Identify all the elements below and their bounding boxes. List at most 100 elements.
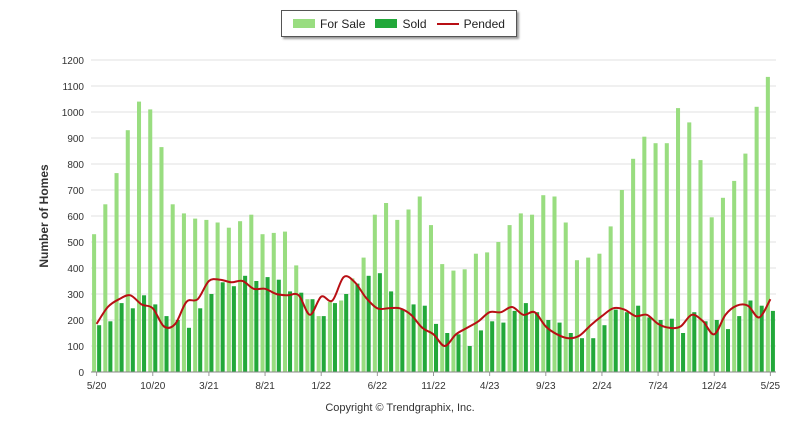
x-tick-label: 7/24 xyxy=(648,381,668,392)
bar-for-sale xyxy=(395,219,400,372)
bar-sold xyxy=(523,303,528,372)
bar-sold xyxy=(546,320,551,372)
bar-for-sale xyxy=(765,76,770,373)
bar-for-sale xyxy=(215,222,220,372)
bar-for-sale xyxy=(350,278,355,372)
bar-sold xyxy=(389,291,394,372)
bar-for-sale xyxy=(170,204,175,372)
bar-for-sale xyxy=(282,231,288,372)
y-tick-label: 1000 xyxy=(62,108,85,119)
legend-swatch-sold xyxy=(375,19,398,28)
legend-label-pended: Pended xyxy=(463,16,505,31)
bar-sold xyxy=(445,333,450,372)
bar-for-sale xyxy=(327,301,332,372)
bar-for-sale xyxy=(316,316,321,372)
bar-sold xyxy=(770,310,775,372)
bar-for-sale xyxy=(159,147,164,372)
bar-sold xyxy=(512,310,517,372)
bar-sold xyxy=(501,322,506,372)
bar-for-sale xyxy=(103,204,108,372)
bar-sold xyxy=(535,312,540,372)
x-tick-label: 12/24 xyxy=(702,381,727,392)
bar-sold xyxy=(568,333,573,372)
legend-label-for-sale: For Sale xyxy=(320,16,366,31)
x-tick-label: 11/22 xyxy=(421,381,446,392)
bar-for-sale xyxy=(260,234,265,372)
bar-sold xyxy=(366,275,371,372)
bar-sold xyxy=(119,303,124,372)
bar-for-sale xyxy=(136,101,142,372)
bar-sold xyxy=(669,318,674,372)
bar-sold xyxy=(265,277,270,372)
bar-sold xyxy=(186,327,191,372)
bar-for-sale xyxy=(619,190,624,372)
bar-for-sale xyxy=(664,143,669,372)
bar-for-sale xyxy=(294,265,299,372)
bar-sold xyxy=(759,305,764,372)
bar-for-sale xyxy=(193,218,198,372)
bar-sold xyxy=(288,291,293,372)
bar-sold xyxy=(422,305,427,372)
bar-sold xyxy=(153,304,158,372)
y-tick-label: 700 xyxy=(67,186,84,197)
x-tick-label: 3/21 xyxy=(199,381,219,392)
bar-sold xyxy=(276,279,281,372)
legend-item-for-sale[interactable]: For Sale xyxy=(293,17,365,31)
bar-sold xyxy=(310,299,315,372)
bar-for-sale xyxy=(653,143,658,372)
bar-sold xyxy=(681,333,686,372)
legend-swatch-pended xyxy=(436,22,459,25)
bar-for-sale xyxy=(676,108,681,372)
bar-for-sale xyxy=(541,195,546,372)
bar-for-sale xyxy=(563,222,568,372)
bar-for-sale xyxy=(507,225,512,372)
legend-item-sold[interactable]: Sold xyxy=(375,16,427,31)
bar-sold xyxy=(108,321,113,372)
bar-sold xyxy=(725,329,731,372)
x-tick-label: 2/24 xyxy=(592,381,612,392)
x-tick-label: 4/23 xyxy=(480,381,500,392)
bar-for-sale xyxy=(372,214,377,372)
y-tick-label: 500 xyxy=(67,238,84,249)
bar-for-sale xyxy=(631,158,636,372)
x-tick-label: 10/20 xyxy=(140,381,165,392)
bar-sold xyxy=(478,330,483,372)
legend-item-pended[interactable]: Pended xyxy=(436,16,505,31)
legend-label-sold: Sold xyxy=(402,16,427,31)
bar-for-sale xyxy=(720,197,725,372)
bar-for-sale xyxy=(406,209,411,372)
bar-sold xyxy=(198,308,203,372)
x-tick-label: 9/23 xyxy=(536,381,556,392)
bar-for-sale xyxy=(440,264,445,372)
bar-sold xyxy=(557,322,562,372)
bar-for-sale xyxy=(574,260,579,372)
y-axis-label: Number of Homes xyxy=(37,164,51,268)
bar-sold xyxy=(175,320,180,372)
bar-for-sale xyxy=(428,225,433,372)
bar-sold xyxy=(130,308,135,372)
line-pended xyxy=(95,275,772,348)
bar-sold xyxy=(332,303,337,372)
y-tick-label: 400 xyxy=(67,264,84,275)
bar-sold xyxy=(377,273,382,372)
bar-for-sale xyxy=(238,221,243,372)
bar-sold xyxy=(299,292,304,372)
y-tick-label: 800 xyxy=(67,160,84,171)
bar-for-sale xyxy=(754,106,759,373)
bar-for-sale xyxy=(92,234,97,372)
bar-sold xyxy=(490,321,495,372)
bar-sold xyxy=(254,281,259,372)
bar-sold xyxy=(97,325,102,372)
bar-for-sale xyxy=(305,299,310,372)
x-tick-label: 5/25 xyxy=(761,381,781,392)
x-tick-label: 6/22 xyxy=(368,381,388,392)
bar-sold xyxy=(467,346,472,372)
bar-sold xyxy=(624,312,629,372)
bar-for-sale xyxy=(586,257,591,372)
bar-sold xyxy=(658,320,663,372)
bar-for-sale xyxy=(249,214,254,372)
bar-sold xyxy=(737,316,742,372)
y-tick-label: 600 xyxy=(67,212,84,223)
x-tick-label: 8/21 xyxy=(255,381,275,392)
bar-sold xyxy=(344,294,349,372)
